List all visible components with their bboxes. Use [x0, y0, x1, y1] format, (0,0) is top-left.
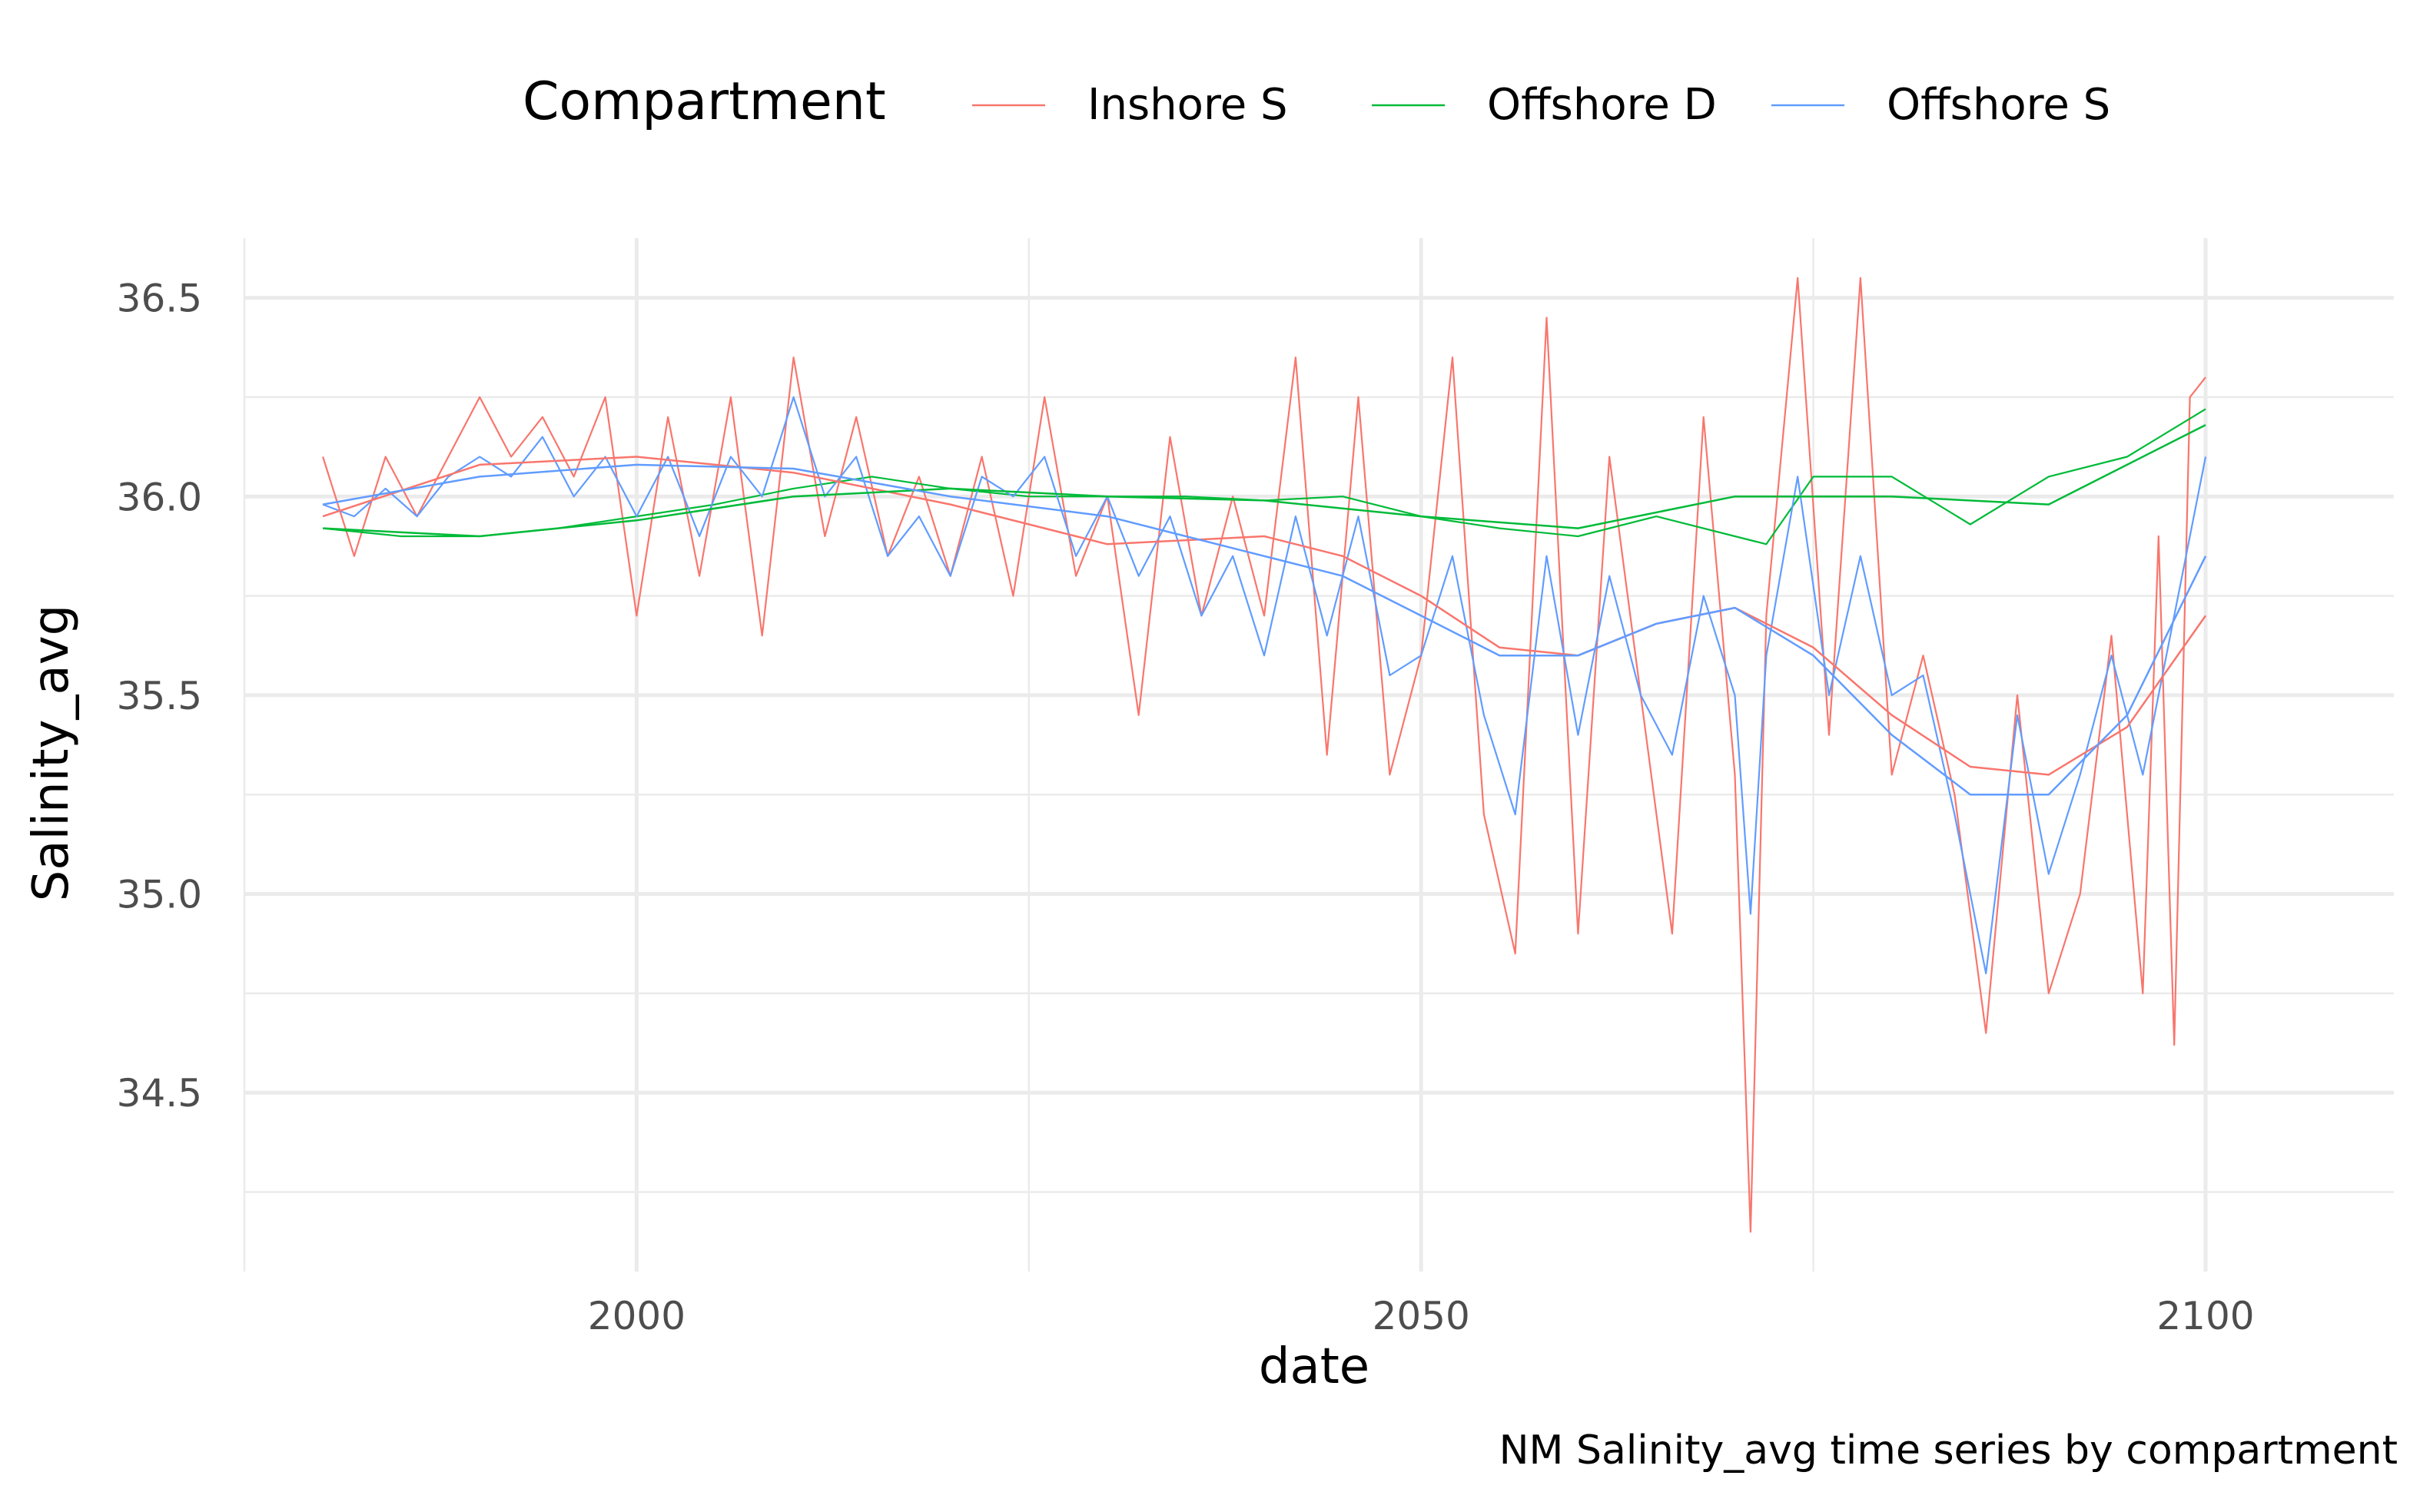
- smooth-line-offshore-s: [322, 463, 2207, 796]
- y-tick-label: 34.5: [117, 1071, 202, 1116]
- series-line-offshore-d: [322, 408, 2206, 545]
- smooth-line-inshore-s: [322, 456, 2207, 776]
- legend-label-inshore-s: Inshore S: [1087, 80, 1288, 130]
- grid: [243, 238, 2394, 1272]
- caption: NM Salinity_avg time series by compartme…: [1499, 1427, 2398, 1474]
- plot-area: [322, 277, 2207, 1233]
- x-axis-title: date: [1259, 1338, 1369, 1395]
- x-tick-label: 2050: [1373, 1294, 1470, 1338]
- x-tick-label: 2000: [588, 1294, 686, 1338]
- legend-title: Compartment: [523, 71, 886, 132]
- y-axis-title: Salinity_avg: [23, 605, 80, 901]
- series-line-offshore-s: [322, 396, 2207, 975]
- x-tick-label: 2100: [2156, 1294, 2254, 1338]
- y-tick-label: 35.5: [117, 674, 202, 718]
- legend-items: Inshore S Offshore D Offshore S: [972, 80, 2110, 130]
- series-line-inshore-s: [322, 277, 2206, 1233]
- y-tick-label: 35.0: [117, 873, 202, 917]
- legend-label-offshore-d: Offshore D: [1487, 80, 1717, 130]
- legend-label-offshore-s: Offshore S: [1887, 80, 2110, 130]
- y-tick-label: 36.5: [117, 277, 202, 321]
- axes: 34.5 35.0 35.5 36.0 36.5 2000 2050 2100: [117, 277, 2255, 1338]
- legend: Compartment Inshore S Offshore D Offshore …: [523, 71, 2110, 132]
- y-tick-label: 36.0: [117, 475, 202, 519]
- smooth-line-offshore-d: [323, 423, 2206, 538]
